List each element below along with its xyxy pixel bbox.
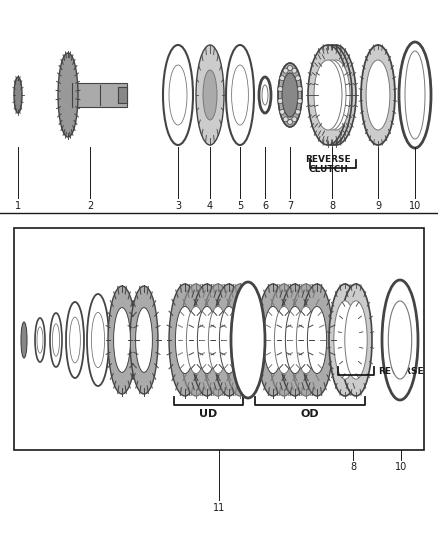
Ellipse shape [231,282,265,398]
Bar [118,87,127,103]
Text: 4: 4 [207,201,213,211]
Ellipse shape [280,109,285,115]
Ellipse shape [295,109,300,115]
Text: 10: 10 [395,462,407,472]
Ellipse shape [287,119,293,125]
Ellipse shape [232,65,248,125]
Text: 10: 10 [409,201,421,211]
Ellipse shape [278,63,302,127]
Ellipse shape [282,73,298,117]
Ellipse shape [196,45,224,145]
Ellipse shape [405,51,425,139]
Text: OD: OD [301,409,319,419]
Ellipse shape [35,318,45,362]
Ellipse shape [329,284,361,396]
Ellipse shape [92,312,105,368]
Ellipse shape [87,294,109,386]
Bar [72,83,127,107]
Ellipse shape [382,280,418,400]
Text: 1: 1 [15,201,21,211]
Ellipse shape [287,66,293,70]
Ellipse shape [130,286,158,394]
Ellipse shape [312,45,352,145]
Ellipse shape [345,301,367,379]
Text: 8: 8 [350,462,356,472]
Ellipse shape [163,45,193,145]
Ellipse shape [268,284,300,396]
Text: 5: 5 [237,201,243,211]
Ellipse shape [322,60,350,130]
Ellipse shape [286,306,304,374]
Text: 8: 8 [329,201,335,211]
Text: 7: 7 [287,201,293,211]
Ellipse shape [213,284,245,396]
Ellipse shape [274,306,293,374]
Ellipse shape [113,308,131,373]
Ellipse shape [58,53,78,137]
Text: REVERSE
CLUTCH: REVERSE CLUTCH [305,155,351,174]
Ellipse shape [340,284,372,396]
Ellipse shape [283,117,288,122]
Ellipse shape [136,308,152,373]
Text: UD: UD [199,409,218,419]
Bar [14,228,424,450]
Text: 3: 3 [175,201,181,211]
Text: 6: 6 [262,201,268,211]
Ellipse shape [187,306,205,374]
Ellipse shape [292,117,297,122]
Ellipse shape [21,322,27,358]
Ellipse shape [180,284,212,396]
Ellipse shape [399,42,431,148]
Ellipse shape [230,306,250,374]
Text: REVERSE: REVERSE [378,367,424,376]
Ellipse shape [278,86,283,92]
Ellipse shape [283,68,288,73]
Ellipse shape [279,284,311,396]
Ellipse shape [308,45,348,145]
Ellipse shape [53,324,60,356]
Ellipse shape [224,284,256,396]
Ellipse shape [301,284,333,396]
Ellipse shape [366,60,390,130]
Ellipse shape [175,306,194,374]
Ellipse shape [263,306,283,374]
Ellipse shape [202,284,234,396]
Ellipse shape [37,327,43,353]
Ellipse shape [108,286,136,394]
Ellipse shape [70,317,81,363]
Ellipse shape [334,301,356,379]
Text: 11: 11 [213,503,225,513]
Ellipse shape [361,45,395,145]
Text: 2: 2 [87,201,93,211]
Ellipse shape [257,284,289,396]
Ellipse shape [280,76,285,80]
Ellipse shape [307,306,327,374]
Ellipse shape [219,306,239,374]
Text: 9: 9 [375,201,381,211]
Ellipse shape [314,60,342,130]
Ellipse shape [292,68,297,73]
Ellipse shape [259,77,271,113]
Ellipse shape [169,284,201,396]
Ellipse shape [262,85,268,105]
Ellipse shape [290,284,322,396]
Ellipse shape [198,306,217,374]
Ellipse shape [191,284,223,396]
Ellipse shape [208,306,228,374]
Ellipse shape [389,301,412,379]
Ellipse shape [297,306,316,374]
Ellipse shape [295,76,300,80]
Ellipse shape [318,60,346,130]
Ellipse shape [226,45,254,145]
Ellipse shape [203,70,217,120]
Ellipse shape [169,65,187,125]
Ellipse shape [50,313,62,367]
Ellipse shape [297,86,302,92]
Ellipse shape [278,99,283,103]
Ellipse shape [316,45,356,145]
Ellipse shape [66,302,84,378]
Ellipse shape [297,99,302,103]
Ellipse shape [14,77,22,113]
